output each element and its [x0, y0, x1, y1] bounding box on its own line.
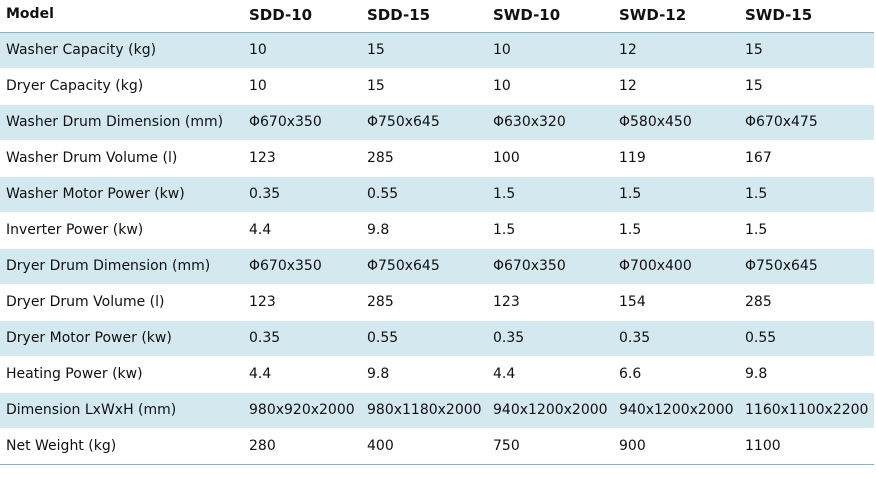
cell-spec-label: Dryer Drum Volume (l) [6, 294, 165, 310]
cell-spec-label: Dryer Motor Power (kw) [6, 330, 172, 346]
cell-sdd-10: 0.35 [249, 330, 281, 346]
cell-swd-15: 0.55 [745, 330, 777, 346]
cell-swd-15: 1.5 [745, 186, 768, 202]
cell-sdd-15: Φ750x645 [367, 114, 440, 130]
cell-swd-15: 1.5 [745, 222, 768, 238]
header-cell-sdd-15: SDD-15 [367, 6, 431, 24]
cell-spec-label: Heating Power (kw) [6, 366, 143, 382]
cell-sdd-15: 15 [367, 78, 385, 94]
cell-spec-label: Net Weight (kg) [6, 438, 117, 454]
cell-swd-12: 154 [619, 294, 646, 310]
spec-table-body: Washer Capacity (kg) 10 15 10 12 15 Dryer Capa… [0, 32, 874, 464]
cell-sdd-15: 15 [367, 42, 385, 58]
cell-sdd-15: 9.8 [367, 366, 390, 382]
table-row: Washer Motor Power (kw) 0.35 0.55 1.5 1.5 1.5 [0, 176, 874, 212]
table-row: Washer Drum Volume (l) 123 285 100 119 167 [0, 140, 874, 176]
table-row: Washer Drum Dimension (mm) Φ670x350 Φ750x6… [0, 104, 874, 140]
header-cell-swd-10: SWD-10 [493, 6, 561, 24]
table-row: Dryer Capacity (kg) 10 15 10 12 15 [0, 68, 874, 104]
cell-sdd-10: 980x920x2000 [249, 402, 355, 418]
cell-spec-label: Washer Capacity (kg) [6, 42, 157, 58]
cell-swd-12: Φ700x400 [619, 258, 692, 274]
cell-swd-15: 15 [745, 42, 763, 58]
cell-sdd-10: Φ670x350 [249, 258, 322, 274]
cell-swd-10: Φ630x320 [493, 114, 566, 130]
cell-swd-12: 0.35 [619, 330, 651, 346]
cell-swd-10: 750 [493, 438, 520, 454]
header-cell-swd-15: SWD-15 [745, 6, 813, 24]
cell-sdd-15: 0.55 [367, 186, 399, 202]
table-row: Washer Capacity (kg) 10 15 10 12 15 [0, 32, 874, 68]
cell-swd-10: 123 [493, 294, 520, 310]
cell-swd-12: 940x1200x2000 [619, 402, 734, 418]
cell-sdd-10: 0.35 [249, 186, 281, 202]
cell-swd-15: 1100 [745, 438, 781, 454]
cell-sdd-15: 980x1180x2000 [367, 402, 482, 418]
cell-spec-label: Washer Drum Volume (l) [6, 150, 178, 166]
cell-swd-10: 100 [493, 150, 520, 166]
cell-swd-10: 4.4 [493, 366, 516, 382]
cell-swd-15: 9.8 [745, 366, 768, 382]
cell-swd-10: Φ670x350 [493, 258, 566, 274]
cell-swd-15: Φ750x645 [745, 258, 818, 274]
cell-swd-10: 1.5 [493, 222, 516, 238]
table-row: Heating Power (kw) 4.4 9.8 4.4 6.6 9.8 [0, 356, 874, 392]
cell-spec-label: Washer Drum Dimension (mm) [6, 114, 224, 130]
cell-swd-10: 10 [493, 78, 511, 94]
table-row: Dryer Drum Dimension (mm) Φ670x350 Φ750x64… [0, 248, 874, 284]
table-row: Net Weight (kg) 280 400 750 900 1100 [0, 428, 874, 464]
table-row: Inverter Power (kw) 4.4 9.8 1.5 1.5 1.5 [0, 212, 874, 248]
header-cell-sdd-10: SDD-10 [249, 6, 313, 24]
cell-spec-label: Washer Motor Power (kw) [6, 186, 185, 202]
cell-swd-15: 15 [745, 78, 763, 94]
cell-swd-15: 167 [745, 150, 772, 166]
cell-sdd-10: Φ670x350 [249, 114, 322, 130]
cell-swd-12: 12 [619, 78, 637, 94]
cell-sdd-15: 400 [367, 438, 394, 454]
cell-sdd-15: 9.8 [367, 222, 390, 238]
cell-swd-15: 1160x1100x2200 [745, 402, 869, 418]
cell-sdd-10: 4.4 [249, 222, 272, 238]
cell-sdd-15: 0.55 [367, 330, 399, 346]
cell-swd-12: 900 [619, 438, 646, 454]
cell-swd-15: Φ670x475 [745, 114, 818, 130]
cell-swd-12: 1.5 [619, 186, 642, 202]
header-cell-swd-12: SWD-12 [619, 6, 687, 24]
cell-sdd-10: 123 [249, 150, 276, 166]
cell-swd-15: 285 [745, 294, 772, 310]
cell-spec-label: Dryer Capacity (kg) [6, 78, 144, 94]
cell-swd-10: 10 [493, 42, 511, 58]
cell-sdd-10: 10 [249, 42, 267, 58]
cell-spec-label: Dryer Drum Dimension (mm) [6, 258, 211, 274]
cell-spec-label: Dimension LxWxH (mm) [6, 402, 177, 418]
header-row: Model SDD-10 SDD-15 SWD-10 SWD-12 SWD-15 [0, 0, 874, 32]
cell-swd-10: 940x1200x2000 [493, 402, 608, 418]
cell-swd-12: 119 [619, 150, 646, 166]
table-row: Dryer Drum Volume (l) 123 285 123 154 285 [0, 284, 874, 320]
cell-sdd-10: 280 [249, 438, 276, 454]
header-cell-model: Model [6, 6, 54, 22]
cell-sdd-15: Φ750x645 [367, 258, 440, 274]
cell-swd-10: 1.5 [493, 186, 516, 202]
cell-sdd-10: 10 [249, 78, 267, 94]
table-row: Dimension LxWxH (mm) 980x920x2000 980x1180… [0, 392, 874, 428]
spec-table-header: Model SDD-10 SDD-15 SWD-10 SWD-12 SWD-15 [0, 0, 874, 32]
cell-swd-12: 12 [619, 42, 637, 58]
cell-swd-12: Φ580x450 [619, 114, 692, 130]
cell-swd-10: 0.35 [493, 330, 525, 346]
cell-sdd-10: 4.4 [249, 366, 272, 382]
cell-sdd-15: 285 [367, 294, 394, 310]
spec-table: Model SDD-10 SDD-15 SWD-10 SWD-12 SWD-15… [0, 0, 874, 464]
cell-sdd-10: 123 [249, 294, 276, 310]
table-row: Dryer Motor Power (kw) 0.35 0.55 0.35 0.35 0.… [0, 320, 874, 356]
cell-swd-12: 6.6 [619, 366, 642, 382]
cell-swd-12: 1.5 [619, 222, 642, 238]
cell-sdd-15: 285 [367, 150, 394, 166]
cell-spec-label: Inverter Power (kw) [6, 222, 144, 238]
